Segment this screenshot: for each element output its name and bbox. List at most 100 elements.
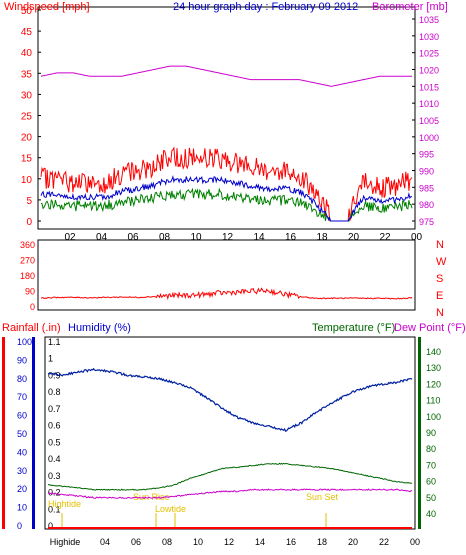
rainfall-axis-label: Rainfall (.in) [2, 322, 61, 334]
temperature-tick-label: 100 [426, 412, 441, 422]
barometer-tick-label: 995 [419, 150, 434, 160]
compass-label: N [436, 239, 444, 251]
rainfall-tick-label: 0.6 [48, 421, 61, 431]
time-tick-label: 12 [224, 537, 234, 547]
humidity-tick-label: 20 [17, 484, 27, 494]
panel1-time-ticks: 02 04 06 08 10 12 14 16 18 20 22 00 [64, 232, 422, 243]
windspeed-axis-label: Windspeed [mph] [4, 1, 90, 13]
barometer-tick-label: 1025 [419, 49, 439, 59]
time-tick-label: 20 [348, 232, 360, 243]
barometer-tick-label: 980 [419, 200, 434, 210]
wind-direction-series [40, 287, 413, 301]
time-tick-label: 14 [253, 232, 265, 243]
windspeed-series [40, 146, 413, 222]
windspeed-ticks: 0 5 10 15 20 25 30 35 40 45 50 [21, 6, 41, 228]
time-tick-label: 08 [162, 537, 172, 547]
rainfall-tick-label: 1 [48, 354, 53, 364]
barometer-tick-label: 1030 [419, 32, 439, 42]
temperature-tick-label: 40 [426, 509, 436, 519]
temperature-tick-label: 130 [426, 363, 441, 373]
event-label: Hightide [48, 499, 81, 509]
wind-baro-panel: Windspeed [mph] 24 hour graph day : Febr… [4, 1, 448, 243]
direction-tick-label: 360 [20, 240, 35, 250]
windspeed-tick-label: 0 [26, 217, 32, 228]
rainfall-tick-label: 0.1 [48, 504, 61, 514]
chart-title: 24 hour graph day : February 09 2012 [173, 1, 358, 13]
rainfall-tick-label: 0 [48, 521, 53, 531]
humidity-tick-label: 70 [17, 392, 27, 402]
rainfall-tick-label: 0.5 [48, 437, 61, 447]
humidity-tick-label: 60 [17, 411, 27, 421]
windspeed-tick-label: 30 [21, 90, 33, 101]
wind-average-series [40, 174, 413, 222]
temperature-tick-label: 120 [426, 379, 441, 389]
direction-tick-label: 90 [25, 287, 35, 297]
rainfall-tick-label: 0.3 [48, 471, 61, 481]
humidity-temp-series [47, 367, 413, 529]
temperature-tick-label: 50 [426, 493, 436, 503]
time-tick-label: 00 [411, 232, 423, 243]
barometer-tick-label: 975 [419, 217, 434, 227]
windspeed-tick-label: 45 [21, 27, 33, 38]
time-tick-label: 14 [255, 537, 265, 547]
barometer-tick-label: 1020 [419, 66, 439, 76]
humidity-tick-label: 30 [17, 466, 27, 476]
humidity-axis-label: Humidity (%) [68, 322, 131, 334]
wind-direction-series [40, 287, 413, 301]
time-tick-label: Highide [50, 537, 81, 547]
temperature-tick-label: 90 [426, 428, 436, 438]
humidity-tick-label: 10 [17, 503, 27, 513]
panel3-time-ticks: Highide 04 06 08 10 12 14 16 18 20 22 00 [50, 537, 420, 547]
temperature-tick-label: 110 [426, 396, 440, 406]
time-tick-label: 16 [286, 537, 296, 547]
barometer-tick-label: 1010 [419, 99, 439, 109]
time-tick-label: 10 [193, 537, 203, 547]
time-tick-label: 06 [131, 537, 141, 547]
rain-humidity-temp-panel: Rainfall (.in) Humidity (%) Temperature … [2, 322, 466, 547]
time-tick-label: 16 [285, 232, 297, 243]
direction-tick-label: 270 [20, 256, 35, 266]
rainfall-tick-label: 0.8 [48, 387, 61, 397]
windspeed-tick-label: 50 [21, 6, 33, 17]
barometer-tick-label: 1000 [419, 133, 439, 143]
time-tick-label: 22 [379, 232, 391, 243]
barometer-tick-label: 990 [419, 167, 434, 177]
dewpoint-axis-label: Dew Point (°F) [394, 322, 466, 334]
time-tick-label: 12 [222, 232, 234, 243]
compass-label: N [436, 307, 444, 319]
humidity-tick-label: 80 [17, 374, 27, 384]
event-label: Lowtide [155, 504, 186, 514]
wind-direction-plot-area [37, 239, 416, 311]
direction-ticks: 0 90 180 270 360 [20, 240, 35, 312]
time-tick-label: 08 [159, 232, 171, 243]
barometer-tick-label: 1015 [419, 82, 439, 92]
barometer-series [40, 65, 412, 87]
barometer-tick-label: 1005 [419, 116, 439, 126]
temperature-axis-label: Temperature (°F) [312, 322, 395, 334]
event-label: Sun Rise [133, 492, 170, 502]
barometer-axis-label: Barometer [mb] [372, 1, 448, 13]
temperature-ticks: 40 50 60 70 80 90 100 110 120 130 140 [426, 347, 441, 519]
temperature-tick-label: 60 [426, 477, 436, 487]
rainfall-tick-label: 0.2 [48, 488, 61, 498]
time-tick-label: 06 [127, 232, 139, 243]
humidity-axis-bar [32, 337, 35, 529]
wind-baro-plot-area [37, 6, 416, 230]
barometer-tick-label: 985 [419, 183, 434, 193]
humidity-tick-label: 100 [17, 337, 32, 347]
compass-label: W [436, 256, 447, 268]
temperature-axis-bar [418, 337, 421, 529]
time-tick-label: 18 [316, 232, 328, 243]
rainfall-tick-label: 1.1 [48, 337, 61, 347]
windspeed-tick-label: 35 [21, 69, 33, 80]
temperature-tick-label: 140 [426, 347, 441, 357]
rainfall-tick-label: 0.7 [48, 404, 61, 414]
compass-label: E [436, 290, 443, 302]
time-tick-label: 02 [64, 232, 76, 243]
time-tick-label: 20 [348, 537, 358, 547]
dewpoint-series [47, 488, 413, 500]
barometer-tick-label: 1035 [419, 15, 439, 25]
humidity-tick-label: 0 [17, 521, 22, 531]
